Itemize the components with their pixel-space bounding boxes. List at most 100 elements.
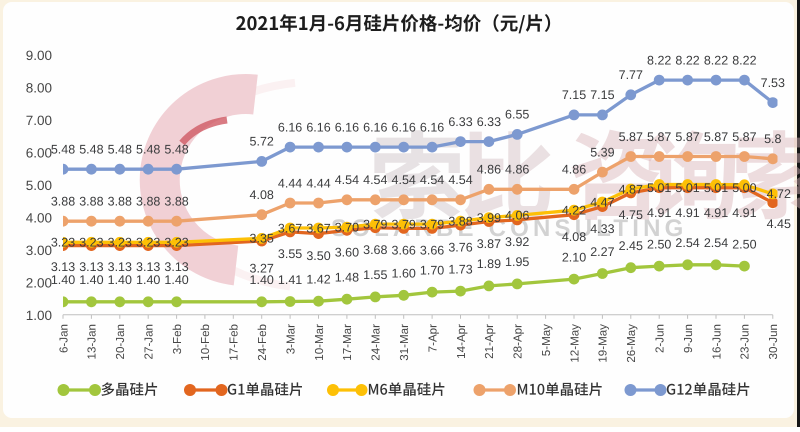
svg-text:4.47: 4.47 [590,195,614,209]
svg-text:2.50: 2.50 [732,237,756,251]
svg-text:4.91: 4.91 [675,206,699,220]
svg-text:8.00: 8.00 [26,81,52,96]
svg-text:3.23: 3.23 [164,236,188,250]
svg-text:3.88: 3.88 [51,195,75,209]
svg-text:5.48: 5.48 [136,143,160,157]
svg-text:1.48: 1.48 [335,271,359,285]
svg-text:5.48: 5.48 [79,143,103,157]
svg-text:1.60: 1.60 [392,267,416,281]
svg-text:1.00: 1.00 [26,308,52,323]
svg-text:31-Mar: 31-Mar [398,324,411,361]
svg-text:8.22: 8.22 [704,53,728,67]
svg-text:3.66: 3.66 [420,244,444,258]
svg-text:2.00: 2.00 [26,276,52,291]
svg-text:1.40: 1.40 [164,273,188,287]
svg-text:4.54: 4.54 [448,173,472,187]
svg-text:3.27: 3.27 [250,261,274,275]
svg-text:3.35: 3.35 [250,232,274,246]
svg-text:5.00: 5.00 [26,178,52,193]
svg-text:1.40: 1.40 [136,273,160,287]
svg-text:10-Feb: 10-Feb [199,324,212,361]
svg-text:6-Jan: 6-Jan [57,324,70,353]
svg-text:1.89: 1.89 [477,257,501,271]
svg-text:4.00: 4.00 [26,211,52,226]
svg-text:3.23: 3.23 [136,236,160,250]
svg-text:5.48: 5.48 [108,143,132,157]
svg-text:4.54: 4.54 [420,173,444,187]
svg-text:7.15: 7.15 [562,88,586,102]
svg-text:3.79: 3.79 [392,217,416,231]
svg-text:30-Jun: 30-Jun [767,324,780,359]
svg-text:3.88: 3.88 [164,195,188,209]
svg-text:4.91: 4.91 [647,206,671,220]
svg-text:2.27: 2.27 [590,245,614,259]
svg-text:4.33: 4.33 [590,222,614,236]
svg-text:6.16: 6.16 [278,120,302,134]
svg-text:4.54: 4.54 [392,173,416,187]
svg-text:8.22: 8.22 [675,53,699,67]
svg-text:4.75: 4.75 [619,208,643,222]
svg-text:1.40: 1.40 [250,273,274,287]
svg-text:26-May: 26-May [625,324,638,363]
svg-text:2.10: 2.10 [562,250,586,264]
svg-text:5.39: 5.39 [590,145,614,159]
svg-text:5.48: 5.48 [164,143,188,157]
svg-text:13-Jan: 13-Jan [86,324,99,359]
svg-text:27-Jan: 27-Jan [143,324,156,359]
svg-text:4.44: 4.44 [278,176,302,190]
svg-text:5.87: 5.87 [647,130,671,144]
svg-text:7-Apr: 7-Apr [426,324,439,352]
svg-text:5.00: 5.00 [732,181,756,195]
svg-text:1.73: 1.73 [448,262,472,276]
svg-text:4.86: 4.86 [505,163,529,177]
svg-text:14-Apr: 14-Apr [455,324,468,359]
svg-text:17-Feb: 17-Feb [228,324,241,361]
svg-text:19-May: 19-May [597,324,610,363]
svg-text:5.72: 5.72 [250,135,274,149]
svg-text:3.23: 3.23 [108,236,132,250]
svg-text:12-May: 12-May [568,324,581,363]
svg-text:3.99: 3.99 [477,211,501,225]
svg-text:3-Feb: 3-Feb [171,324,184,354]
svg-text:17-Mar: 17-Mar [341,324,354,361]
svg-text:1.41: 1.41 [278,273,302,287]
svg-text:24-Mar: 24-Mar [370,324,383,361]
svg-text:6.16: 6.16 [392,120,416,134]
svg-text:3.13: 3.13 [79,260,103,274]
svg-text:7.53: 7.53 [761,76,785,90]
svg-text:3.55: 3.55 [278,247,302,261]
svg-text:6.16: 6.16 [420,120,444,134]
svg-text:4.86: 4.86 [477,163,501,177]
svg-text:4.08: 4.08 [250,188,274,202]
svg-text:1.70: 1.70 [420,263,444,277]
svg-text:8.22: 8.22 [732,53,756,67]
svg-text:6.33: 6.33 [477,115,501,129]
svg-text:1.40: 1.40 [108,273,132,287]
svg-text:1.40: 1.40 [79,273,103,287]
svg-text:3.66: 3.66 [392,244,416,258]
svg-text:5.87: 5.87 [675,130,699,144]
svg-text:3.88: 3.88 [108,195,132,209]
svg-text:6.16: 6.16 [306,120,330,134]
svg-text:3.13: 3.13 [51,260,75,274]
svg-text:20-Jan: 20-Jan [114,324,127,359]
svg-text:4.72: 4.72 [767,187,791,201]
svg-text:3.76: 3.76 [448,240,472,254]
svg-text:3.13: 3.13 [136,260,160,274]
svg-text:1.40: 1.40 [51,273,75,287]
svg-text:6.55: 6.55 [505,108,529,122]
svg-text:6.33: 6.33 [448,115,472,129]
svg-text:7.00: 7.00 [26,113,52,128]
svg-text:5.87: 5.87 [704,130,728,144]
svg-text:3-Mar: 3-Mar [284,324,297,354]
svg-text:3.67: 3.67 [278,221,302,235]
svg-text:7.15: 7.15 [590,88,614,102]
svg-text:3.87: 3.87 [477,237,501,251]
svg-text:3.00: 3.00 [26,243,52,258]
svg-text:2.50: 2.50 [647,237,671,251]
svg-text:3.60: 3.60 [335,246,359,260]
svg-text:23-Jun: 23-Jun [739,324,752,359]
svg-text:4.54: 4.54 [363,173,387,187]
svg-text:5.87: 5.87 [732,130,756,144]
svg-text:5.01: 5.01 [675,181,699,195]
